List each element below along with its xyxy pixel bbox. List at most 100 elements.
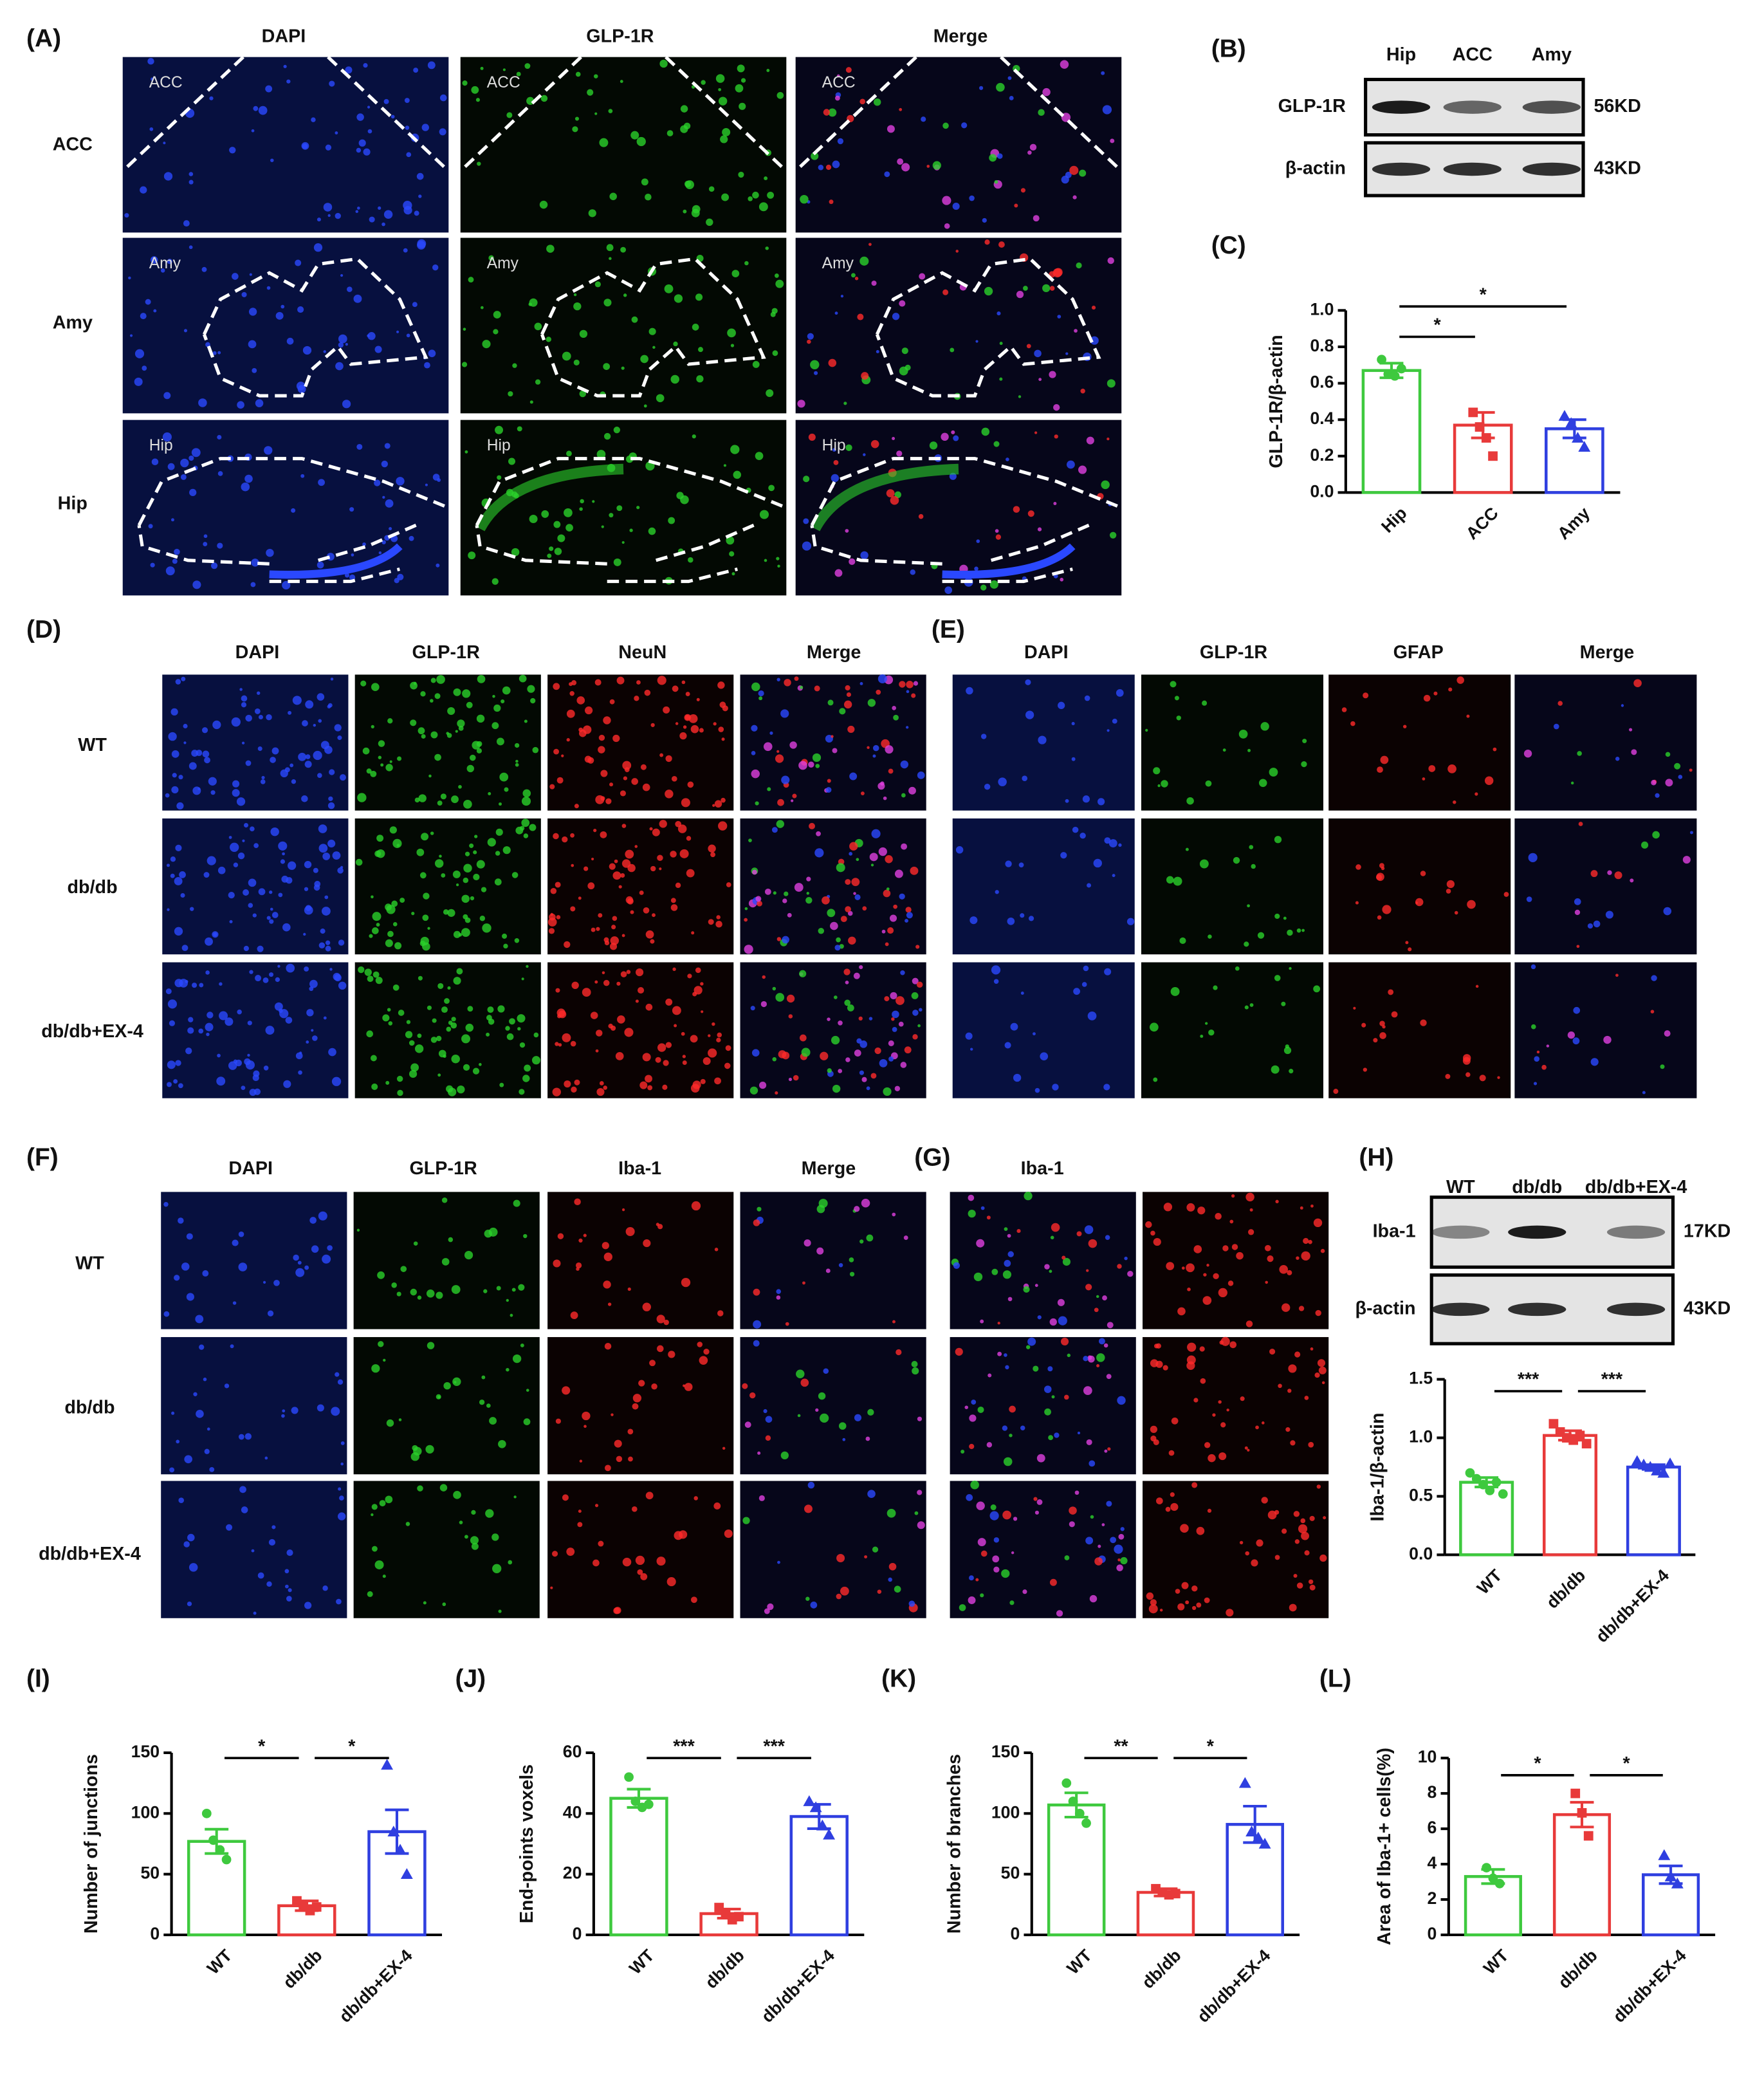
texture-dot: [345, 66, 353, 74]
texture-dot: [390, 115, 395, 119]
texture-dot: [1283, 916, 1287, 920]
texture-dot: [1577, 751, 1582, 756]
texture-dot: [299, 1051, 302, 1055]
texture-dot: [134, 377, 143, 386]
texture-dot: [508, 391, 513, 397]
texture-dot: [248, 878, 257, 887]
texture-dot: [439, 94, 447, 102]
texture-dot: [1484, 776, 1494, 785]
texture-dot: [1033, 1497, 1038, 1501]
texture-dot: [598, 746, 605, 753]
texture-dot: [317, 693, 325, 701]
texture-dot: [486, 1015, 492, 1021]
texture-dot: [232, 1239, 239, 1246]
texture-dot: [493, 311, 501, 319]
texture-dot: [555, 988, 560, 993]
texture-dot: [1245, 1192, 1254, 1202]
texture-dot: [468, 551, 476, 560]
texture-dot: [517, 426, 522, 432]
texture-dot: [163, 392, 171, 400]
texture-dot: [219, 982, 223, 986]
texture-dot: [255, 975, 262, 982]
texture-dot: [887, 125, 895, 133]
texture-dot: [224, 1383, 230, 1389]
texture-dot: [683, 122, 691, 130]
texture-dot: [1279, 1264, 1289, 1274]
texture-dot: [1007, 1251, 1014, 1257]
texture-dot: [371, 683, 380, 691]
texture-dot: [1149, 1022, 1159, 1032]
texture-dot: [302, 346, 312, 355]
texture-dot: [652, 828, 660, 836]
texture-dot: [188, 1017, 194, 1022]
texture-dot: [183, 220, 190, 227]
texture-dot: [765, 1416, 773, 1423]
column-header: NeuN: [618, 642, 666, 663]
column-header: Iba-1: [618, 1158, 661, 1179]
texture-dot: [663, 1319, 669, 1326]
texture-dot: [345, 343, 348, 346]
texture-dot: [1363, 692, 1369, 699]
texture-dot: [329, 968, 333, 971]
texture-dot: [185, 1048, 192, 1055]
micrograph: [952, 962, 1135, 1098]
texture-dot: [1038, 109, 1045, 116]
texture-dot: [776, 937, 782, 941]
texture-dot: [251, 129, 255, 133]
texture-dot: [364, 968, 372, 976]
texture-dot: [656, 1315, 665, 1324]
texture-dot: [553, 748, 560, 755]
texture-dot: [464, 851, 470, 856]
texture-dot: [775, 279, 784, 288]
texture-dot: [1258, 779, 1267, 788]
texture-dot: [573, 359, 580, 365]
texture-dot: [323, 1016, 327, 1020]
texture-dot: [334, 724, 342, 732]
texture-dot: [499, 1082, 504, 1087]
texture-dot: [574, 804, 579, 809]
texture-dot: [241, 702, 247, 708]
texture-dot: [482, 340, 491, 349]
data-point: [201, 1808, 212, 1818]
data-point: [1671, 1877, 1684, 1889]
texture-dot: [729, 551, 735, 557]
texture-dot: [1262, 1421, 1265, 1425]
x-tick-label: ACC: [1462, 503, 1502, 543]
texture-dot: [1415, 898, 1424, 907]
texture-dot: [271, 912, 279, 918]
column-header: GLP-1R: [586, 26, 654, 46]
texture-dot: [1205, 1022, 1208, 1025]
texture-dot: [1308, 1239, 1312, 1244]
texture-dot: [594, 679, 602, 686]
region-outline: [540, 257, 766, 398]
texture-dot: [603, 1086, 607, 1090]
texture-dot: [603, 1280, 611, 1289]
texture-dot: [268, 1538, 276, 1546]
texture-dot: [396, 1075, 403, 1082]
texture-dot: [843, 700, 852, 709]
texture-dot: [421, 734, 426, 739]
texture-dot: [815, 764, 820, 768]
data-point: [208, 1835, 218, 1845]
texture-dot: [1069, 1506, 1077, 1515]
texture-dot: [643, 907, 650, 914]
texture-dot: [622, 1557, 632, 1567]
texture-dot: [1153, 1237, 1161, 1246]
texture-dot: [845, 879, 851, 885]
texture-dot: [582, 1411, 591, 1421]
texture-dot: [717, 681, 725, 689]
region-outline: [810, 524, 942, 566]
texture-dot: [430, 699, 434, 703]
texture-dot: [417, 1295, 422, 1300]
significance-label: ***: [1601, 1369, 1623, 1390]
texture-dot: [1058, 701, 1065, 709]
texture-dot: [730, 344, 735, 347]
texture-dot: [1574, 898, 1581, 905]
texture-dot: [1402, 725, 1407, 728]
texture-dot: [901, 843, 908, 850]
texture-dot: [893, 714, 899, 721]
texture-dot: [367, 129, 372, 134]
texture-dot: [183, 723, 188, 729]
texture-dot: [217, 434, 222, 440]
texture-dot: [386, 905, 396, 914]
